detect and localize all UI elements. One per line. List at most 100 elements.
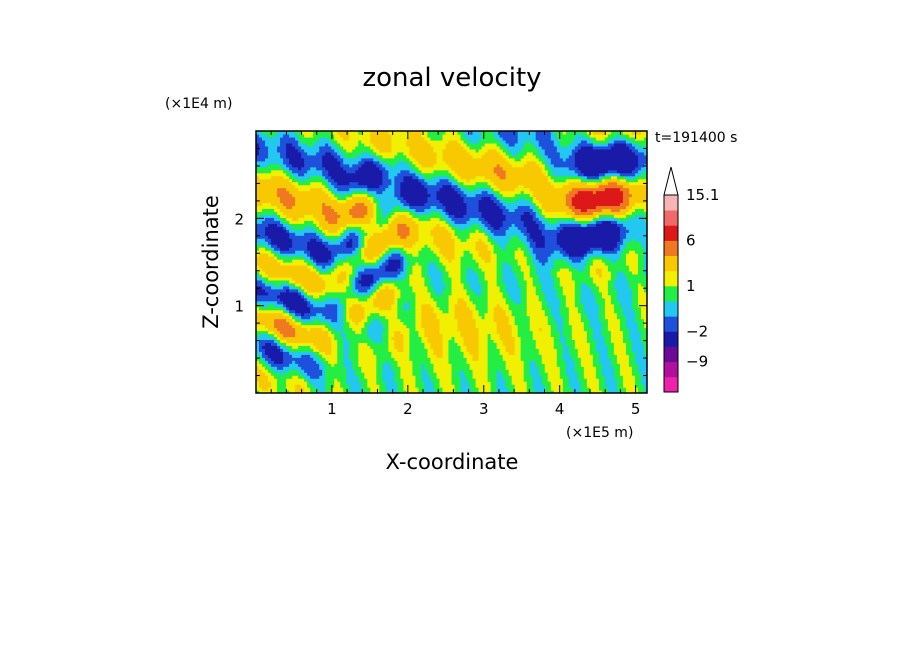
field-cell: [481, 372, 486, 376]
field-cell: [268, 297, 272, 302]
field-cell: [580, 372, 585, 376]
field-cell: [304, 327, 308, 332]
field-cell: [619, 372, 624, 376]
field-cell: [424, 357, 429, 361]
field-cell: [532, 354, 537, 358]
field-cell: [565, 351, 570, 355]
field-cell: [289, 297, 293, 302]
field-cell: [457, 387, 462, 391]
field-cell: [280, 294, 284, 299]
field-cell: [334, 300, 338, 305]
field-cell: [256, 372, 260, 376]
field-cell: [433, 345, 438, 349]
field-cell: [631, 357, 636, 361]
field-cell: [391, 357, 395, 361]
field-cell: [319, 318, 323, 323]
field-cell: [550, 330, 555, 335]
field-cell: [340, 345, 344, 349]
field-cell: [640, 306, 645, 311]
field-cell: [598, 372, 603, 376]
field-cell: [634, 336, 639, 341]
field-cell: [541, 345, 546, 349]
field-cell: [448, 357, 453, 361]
field-cell: [406, 333, 410, 338]
field-cell: [628, 324, 633, 329]
field-cell: [610, 384, 615, 388]
field-cell: [637, 354, 642, 358]
field-cell: [601, 369, 606, 373]
field-cell: [544, 390, 549, 393]
field-cell: [613, 387, 618, 391]
field-cell: [529, 357, 534, 361]
field-cell: [487, 300, 492, 305]
field-cell: [289, 345, 293, 349]
field-cell: [571, 381, 576, 385]
field-cell: [259, 327, 263, 332]
field-cell: [286, 381, 290, 385]
field-cell: [382, 366, 386, 370]
field-cell: [643, 348, 647, 352]
field-cell: [448, 351, 453, 355]
field-cell: [268, 369, 272, 373]
field-cell: [337, 372, 341, 376]
field-cell: [622, 369, 627, 373]
field-cell: [592, 372, 597, 376]
field-cell: [514, 354, 519, 358]
field-cell: [406, 318, 410, 323]
field-cell: [274, 318, 278, 323]
field-cell: [271, 327, 275, 332]
field-cell: [349, 375, 353, 379]
field-cell: [640, 333, 645, 338]
field-cell: [394, 384, 398, 388]
field-cell: [586, 324, 591, 329]
field-cell: [640, 381, 645, 385]
field-cell: [607, 324, 612, 329]
field-cell: [559, 375, 564, 379]
field-cell: [337, 333, 341, 338]
field-cell: [631, 306, 636, 311]
field-cell: [403, 360, 407, 364]
field-cell: [457, 381, 462, 385]
field-cell: [343, 300, 347, 305]
field-cell: [508, 318, 513, 323]
field-cell: [307, 387, 311, 391]
field-cell: [256, 297, 260, 302]
field-cell: [322, 303, 326, 308]
field-cell: [535, 300, 540, 305]
field-cell: [364, 357, 368, 361]
field-cell: [328, 363, 332, 367]
field-cell: [544, 357, 549, 361]
field-cell: [520, 306, 525, 311]
field-cell: [346, 363, 350, 367]
field-cell: [457, 366, 462, 370]
field-cell: [457, 312, 462, 317]
field-cell: [337, 336, 341, 341]
field-cell: [370, 369, 374, 373]
field-cell: [436, 363, 441, 367]
field-cell: [286, 312, 290, 317]
field-cell: [595, 300, 600, 305]
field-cell: [622, 327, 627, 332]
field-cell: [586, 375, 591, 379]
field-cell: [592, 378, 597, 382]
field-cell: [331, 327, 335, 332]
field-cell: [565, 369, 570, 373]
field-cell: [529, 354, 534, 358]
field-cell: [283, 345, 287, 349]
field-cell: [475, 327, 480, 332]
field-cell: [397, 321, 401, 326]
field-cell: [601, 387, 606, 391]
field-cell: [322, 375, 326, 379]
field-cell: [268, 354, 272, 358]
field-cell: [358, 345, 362, 349]
field-cell: [568, 387, 573, 391]
field-cell: [352, 309, 356, 314]
field-cell: [292, 312, 296, 317]
field-cell: [544, 330, 549, 335]
field-cell: [379, 318, 383, 323]
field-cell: [607, 318, 612, 323]
field-cell: [334, 366, 338, 370]
field-cell: [268, 294, 272, 299]
field-cell: [286, 354, 290, 358]
field-cell: [373, 363, 377, 367]
